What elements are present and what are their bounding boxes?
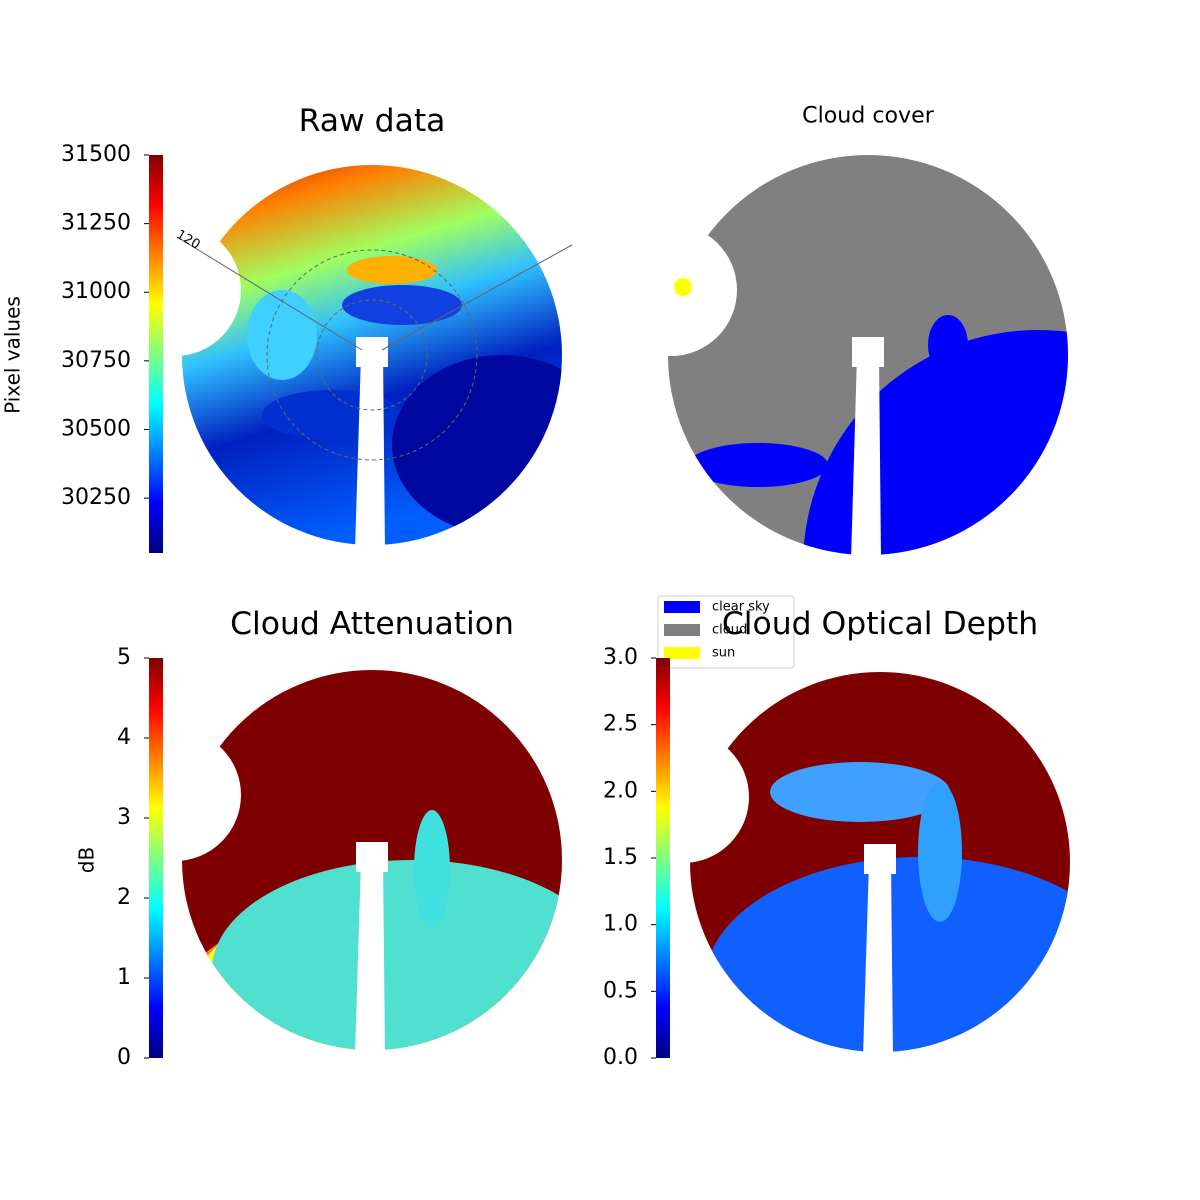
colorbar-tick-label: 31000	[61, 279, 131, 304]
colorbar-tick-label: 30250	[61, 485, 131, 510]
colorbar-tick-label: 1.0	[603, 912, 638, 937]
panel-title: Cloud cover	[802, 103, 935, 129]
colorbar-tick-label: 2.5	[603, 712, 638, 737]
polar-line	[381, 244, 573, 351]
polar-line	[181, 239, 363, 351]
colorbar-tick-label: 31250	[61, 211, 131, 236]
colorbar-tick-label: 3	[117, 805, 131, 830]
image-region	[347, 256, 437, 284]
image-region	[414, 810, 450, 930]
mask-notch	[617, 731, 749, 863]
image-region	[705, 857, 1070, 1052]
image-region	[342, 285, 462, 325]
mask-square	[356, 337, 388, 367]
image-region	[688, 443, 828, 487]
polar-ring	[316, 299, 428, 411]
mask-wedge	[851, 355, 881, 560]
colorbar-tick-label: 2.0	[603, 778, 638, 803]
sky-image	[182, 670, 562, 1050]
colorbar-tick-label: 5	[117, 645, 131, 670]
legend-swatch	[664, 624, 700, 636]
panel-title: Cloud Optical Depth	[722, 606, 1038, 642]
image-region	[770, 762, 950, 822]
sky-image	[182, 165, 562, 545]
panel-title: Raw data	[299, 103, 446, 139]
colorbar-label: dB	[75, 847, 99, 873]
mask-notch	[109, 224, 241, 356]
legend-label: clear sky	[712, 600, 770, 615]
mask-wedge	[355, 860, 385, 1055]
colorbar-tick-label: 4	[117, 725, 131, 750]
mask-notch	[605, 224, 737, 356]
legend-label: sun	[712, 646, 735, 661]
legend-label: cloud	[712, 623, 747, 638]
colorbar-tick-label: 0.5	[603, 978, 638, 1003]
mask-square	[356, 842, 388, 872]
colorbar-tick-label: 30750	[61, 348, 131, 373]
sun-marker	[674, 278, 692, 296]
colorbar	[656, 658, 670, 1058]
legend-swatch	[664, 601, 700, 613]
image-region	[247, 290, 317, 380]
colorbar-tick-label: 1	[117, 965, 131, 990]
colorbar-tick-label: 3.0	[603, 645, 638, 670]
colorbar	[149, 155, 163, 553]
mask-square	[852, 337, 884, 367]
mask-wedge	[863, 862, 893, 1057]
mask-notch	[109, 729, 241, 861]
image-region	[803, 330, 1068, 555]
sky-image	[690, 672, 1070, 1052]
polar-ring	[266, 249, 478, 461]
mask-square	[864, 844, 896, 874]
colorbar-tick-label: 0	[117, 1045, 131, 1070]
colorbar-tick-label: 0.0	[603, 1045, 638, 1070]
colorbar-tick-label: 31500	[61, 142, 131, 167]
mask-wedge	[355, 355, 385, 550]
sky-image	[668, 155, 1068, 555]
image-region	[928, 315, 968, 375]
colorbar-tick-label: 2	[117, 885, 131, 910]
colorbar-tick-label: 30500	[61, 416, 131, 441]
image-region	[392, 355, 562, 535]
colorbar-tick-label: 1.5	[603, 845, 638, 870]
colorbar	[149, 658, 163, 1058]
image-region	[212, 860, 562, 1050]
image-region	[918, 782, 962, 922]
legend-swatch	[664, 647, 700, 659]
panel-title: Cloud Attenuation	[230, 606, 514, 642]
colorbar-label: Pixel values	[1, 296, 25, 414]
